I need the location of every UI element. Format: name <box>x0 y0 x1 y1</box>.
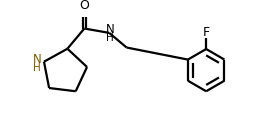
Text: N: N <box>106 23 114 36</box>
Text: H: H <box>106 33 114 43</box>
Text: H: H <box>33 63 41 73</box>
Text: O: O <box>80 0 89 12</box>
Text: N: N <box>33 53 42 66</box>
Text: F: F <box>203 26 210 39</box>
